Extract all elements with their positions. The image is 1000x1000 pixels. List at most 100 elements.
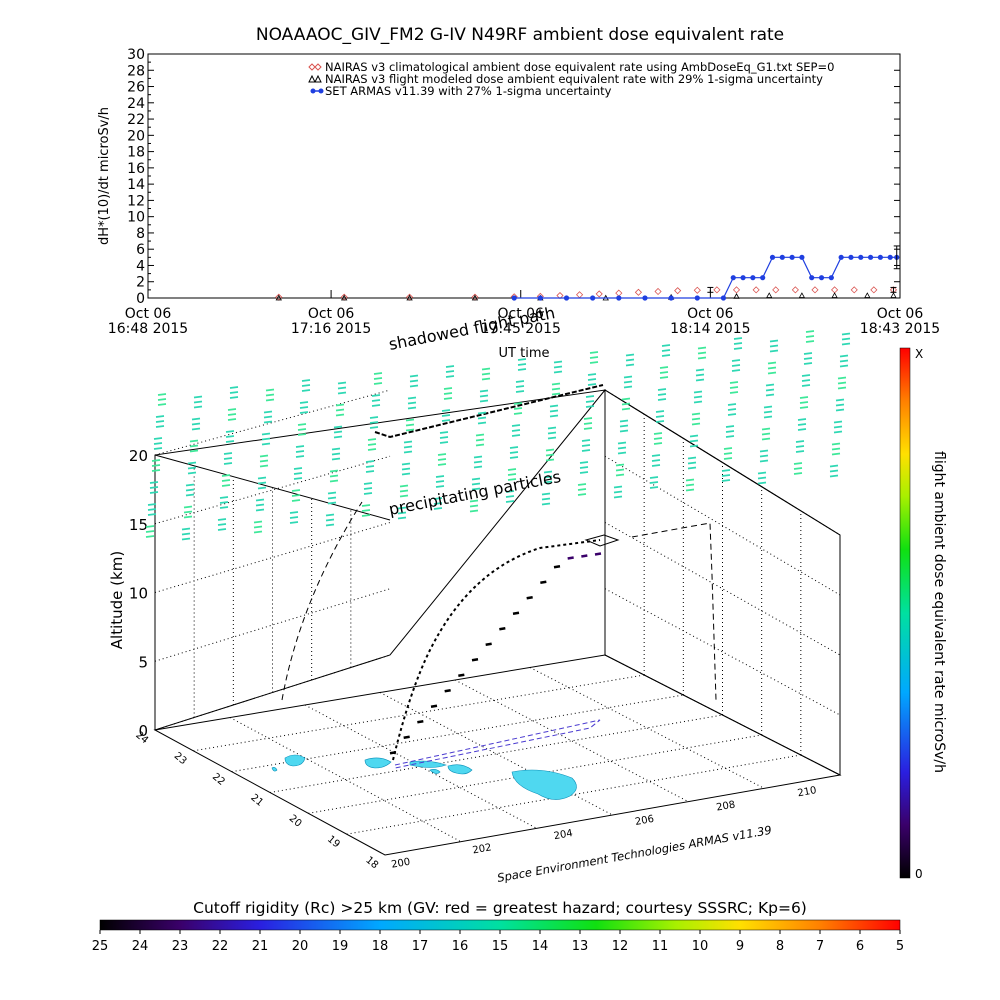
y-tick-label: 28: [127, 63, 145, 79]
data-point-armas: [563, 295, 570, 301]
precipitating-particles: [145, 330, 851, 541]
particle-mark: [697, 351, 707, 355]
particle-mark: [295, 445, 305, 448]
rigidity-tick-label: 12: [612, 939, 629, 954]
data-point-armas: [740, 275, 746, 281]
particle-mark: [301, 384, 311, 387]
island-kauai: [284, 754, 306, 767]
particle-mark: [517, 358, 527, 361]
x-tick-label-time: 17:16 2015: [291, 321, 371, 337]
data-point-armas: [537, 295, 543, 301]
particle-mark: [473, 455, 483, 459]
flight-path-segment: [458, 673, 465, 677]
particle-mark: [147, 503, 157, 506]
data-point-armas: [511, 295, 517, 301]
particle-mark: [515, 390, 525, 393]
latitude-tick-label: 19: [325, 834, 342, 851]
particle-mark: [407, 401, 417, 405]
data-point-nairas-climatological: [870, 286, 878, 294]
particle-mark: [301, 379, 311, 382]
particle-mark: [585, 400, 595, 403]
particle-mark: [839, 354, 849, 358]
particle-mark: [403, 445, 413, 449]
particle-mark: [547, 431, 557, 435]
rigidity-tick-label: 14: [532, 939, 549, 954]
particle-mark: [333, 435, 343, 439]
particle-mark: [841, 342, 851, 346]
particle-mark: [407, 396, 417, 400]
particle-mark: [587, 378, 597, 381]
particle-mark: [543, 470, 553, 474]
particle-mark: [409, 379, 419, 383]
flight-path-segment: [430, 704, 438, 708]
particle-mark: [225, 430, 235, 433]
particle-mark: [181, 527, 191, 531]
particle-mark: [507, 478, 517, 481]
particle-mark: [831, 452, 841, 456]
particle-mark: [659, 366, 669, 369]
particle-mark: [369, 426, 379, 429]
particle-mark: [257, 476, 267, 480]
particle-mark: [587, 383, 597, 386]
particle-mark: [401, 467, 411, 471]
particle-mark: [367, 448, 377, 451]
particle-mark: [623, 380, 633, 384]
data-point-nairas-flight: [406, 294, 413, 301]
particle-mark: [219, 501, 229, 504]
island-oahu: [364, 757, 392, 769]
particle-mark: [759, 454, 769, 458]
particle-mark: [361, 514, 371, 517]
particle-mark: [517, 368, 527, 371]
particle-mark: [145, 530, 155, 533]
particle-mark: [217, 528, 227, 531]
particle-mark: [837, 386, 847, 390]
particle-mark: [767, 366, 777, 370]
particle-mark: [805, 330, 815, 333]
particle-mark: [513, 402, 523, 405]
particle-mark: [327, 501, 337, 505]
particle-mark: [837, 376, 847, 380]
particle-mark: [835, 398, 845, 402]
particle-mark: [623, 375, 633, 379]
rigidity-tick-label: 22: [212, 939, 229, 954]
data-point-armas: [779, 254, 785, 260]
particle-mark: [757, 471, 767, 475]
particle-mark: [585, 405, 595, 408]
particle-mark: [835, 403, 845, 407]
particle-mark: [253, 525, 263, 529]
dose-colorbar-bottom-label: 0: [915, 867, 923, 881]
particle-mark: [649, 476, 659, 479]
particle-mark: [689, 434, 699, 438]
particle-mark: [763, 410, 773, 414]
particle-mark: [477, 411, 487, 415]
particle-mark: [149, 491, 159, 494]
flight-path-segment: [403, 735, 410, 739]
x-tick-label-time: 17:45 2015: [481, 321, 561, 337]
particle-mark: [767, 371, 777, 375]
data-point-nairas-climatological: [674, 287, 682, 295]
particle-mark: [721, 474, 731, 477]
particle-mark: [545, 448, 555, 452]
particle-mark: [763, 415, 773, 419]
particle-mark: [365, 470, 375, 473]
particle-mark: [583, 422, 593, 425]
chart-title: NOAAAOC_GIV_FM2 G-IV N49RF ambient dose …: [256, 25, 784, 45]
particle-mark: [725, 435, 735, 438]
particle-mark: [445, 365, 455, 368]
floor-gridline-lon: [529, 667, 765, 789]
floor-gridlines: [193, 667, 801, 843]
particle-mark: [839, 364, 849, 368]
particle-mark: [183, 515, 193, 519]
particle-mark: [227, 408, 237, 411]
rigidity-tick-label: 17: [412, 939, 429, 954]
particle-mark: [721, 469, 731, 472]
particle-mark: [651, 464, 661, 467]
data-point-armas: [590, 295, 596, 301]
particle-mark: [551, 387, 561, 391]
floor-plane: [153, 654, 842, 856]
particle-mark: [687, 466, 697, 470]
particle-mark: [541, 497, 551, 501]
particle-mark: [617, 446, 627, 450]
particle-mark: [511, 424, 521, 427]
particle-mark: [765, 393, 775, 397]
